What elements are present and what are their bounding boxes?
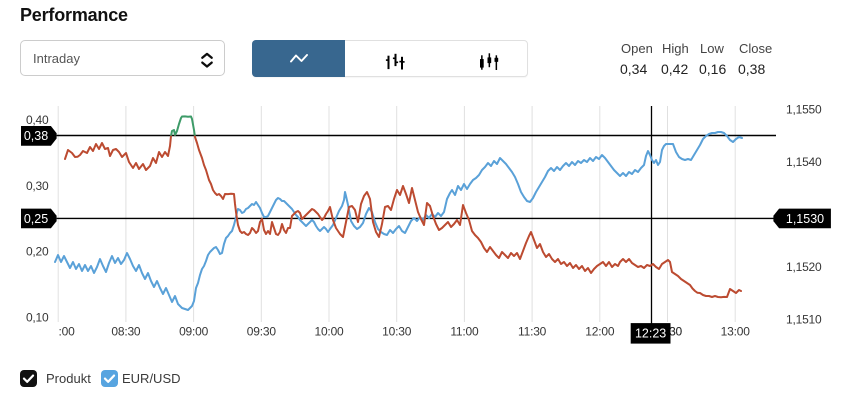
svg-text:11:30: 11:30 bbox=[518, 325, 547, 339]
svg-text::00: :00 bbox=[59, 325, 76, 339]
svg-text:13:00: 13:00 bbox=[721, 325, 751, 339]
svg-text:12:00: 12:00 bbox=[585, 325, 615, 339]
svg-text:10:00: 10:00 bbox=[314, 325, 344, 339]
svg-text:0,40: 0,40 bbox=[26, 113, 49, 127]
svg-text:0,10: 0,10 bbox=[26, 311, 49, 325]
svg-text:0,30: 0,30 bbox=[26, 179, 49, 193]
svg-text:1,1520: 1,1520 bbox=[786, 260, 822, 274]
svg-text:11:00: 11:00 bbox=[450, 325, 479, 339]
svg-text:1,1510: 1,1510 bbox=[786, 313, 822, 327]
svg-text:0,38: 0,38 bbox=[24, 129, 48, 143]
svg-text:1,1550: 1,1550 bbox=[786, 103, 822, 117]
svg-text:09:30: 09:30 bbox=[247, 325, 277, 339]
svg-text:0,20: 0,20 bbox=[26, 245, 49, 259]
svg-text:09:00: 09:00 bbox=[179, 325, 209, 339]
svg-text:1,1540: 1,1540 bbox=[786, 155, 822, 169]
svg-text:10:30: 10:30 bbox=[382, 325, 412, 339]
svg-text:0,25: 0,25 bbox=[24, 212, 48, 226]
svg-text:08:30: 08:30 bbox=[111, 325, 141, 339]
svg-text:12:23: 12:23 bbox=[635, 326, 666, 340]
svg-text:1,1530: 1,1530 bbox=[786, 212, 824, 226]
